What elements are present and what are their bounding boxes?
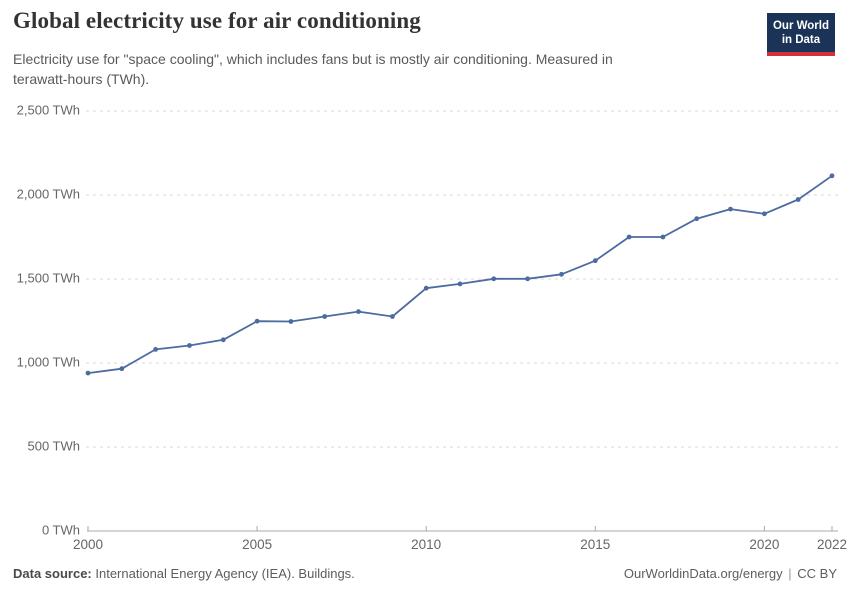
data-source: Data source: International Energy Agency…: [13, 566, 355, 581]
data-point-2014[interactable]: [559, 271, 564, 277]
page-title: Global electricity use for air condition…: [13, 8, 421, 33]
data-point-2007[interactable]: [322, 314, 328, 319]
chart-subtitle: Electricity use for "space cooling", whi…: [13, 51, 613, 87]
data-point-2016[interactable]: [626, 234, 632, 240]
y-axis-label: 2,000 TWh: [17, 186, 80, 201]
y-axis-label: 0 TWh: [42, 522, 80, 537]
logo-line-1: Our World: [772, 20, 829, 32]
logo-line-2: in Data: [781, 34, 821, 47]
data-point-2017[interactable]: [660, 234, 666, 240]
data-point-2013[interactable]: [525, 276, 530, 282]
data-source-text: International Energy Agency (IEA). Build…: [95, 566, 355, 581]
series-line: [87, 174, 833, 374]
chart-footer: Data source: International Energy Agency…: [13, 566, 837, 581]
x-axis-label: 2022: [817, 537, 847, 552]
data-point-2011[interactable]: [457, 281, 463, 287]
x-axis-label: 2015: [580, 537, 610, 552]
line-chart: 0 TWh 500 TWh 1,000 TWh 1,500 TWh 2,000 TWh 2…: [17, 102, 847, 552]
x-axis-label: 2005: [242, 537, 272, 552]
y-axis-label: 1,000 TWh: [17, 354, 80, 369]
data-point-2010[interactable]: [423, 285, 429, 291]
data-point-2020[interactable]: [762, 211, 767, 217]
data-point-2015[interactable]: [592, 258, 598, 264]
y-axis-label: 2,500 TWh: [17, 102, 80, 117]
data-point-2001[interactable]: [119, 366, 125, 372]
data-point-2000[interactable]: [85, 370, 91, 376]
chart-area: 0 TWh 500 TWh 1,000 TWh 1,500 TWh 2,000 TWh 2…: [0, 100, 850, 562]
data-point-2002[interactable]: [153, 347, 159, 352]
data-point-2022[interactable]: [829, 173, 835, 179]
data-point-2012[interactable]: [491, 276, 497, 282]
data-point-2006[interactable]: [288, 319, 294, 324]
data-point-2004[interactable]: [220, 337, 226, 343]
x-axis-label: 2020: [749, 537, 779, 552]
data-point-2019[interactable]: [728, 206, 733, 212]
data-point-2009[interactable]: [390, 314, 395, 319]
footer-links: OurWorldinData.org/energy | CC BY: [624, 566, 837, 581]
y-axis-label: 500 TWh: [27, 438, 80, 453]
owid-logo[interactable]: Our World in Data: [766, 13, 835, 57]
data-point-2021[interactable]: [795, 197, 801, 202]
x-axis-label: 2010: [411, 537, 441, 552]
data-point-2003[interactable]: [187, 343, 192, 348]
data-point-2008[interactable]: [356, 309, 361, 314]
data-point-2005[interactable]: [254, 318, 260, 324]
x-axis-label: 2000: [73, 537, 103, 552]
license-link[interactable]: CC BY: [797, 566, 837, 581]
y-axis-label: 1,500 TWh: [17, 270, 80, 285]
data-point-2018[interactable]: [694, 216, 700, 222]
owid-energy-link[interactable]: OurWorldinData.org/energy: [623, 566, 783, 581]
data-source-label: Data source:: [13, 566, 92, 581]
footer-separator: |: [788, 566, 792, 581]
